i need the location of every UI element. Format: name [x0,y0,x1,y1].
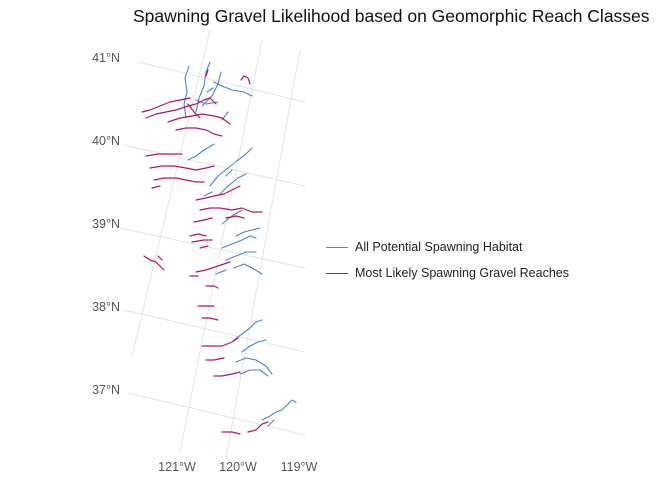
all-habitat-reach [221,209,243,225]
likely-gravel-reach [189,233,207,237]
latitude-label: 37°N [92,383,120,397]
likely-gravel-reach [167,113,231,125]
all-habitat-reach [239,369,269,377]
latitude-label: 41°N [92,51,120,65]
latitude-label: 39°N [92,217,120,231]
likely-gravel-reach [143,255,165,271]
parallel-line [123,309,306,353]
likely-gravel-reach [187,103,201,119]
likely-gravel-reach [195,261,231,273]
legend-key-likely-gravel [326,272,348,274]
all-habitat-reach [261,399,297,421]
all-habitat-reach [235,227,261,237]
graticule [119,29,306,459]
likely-gravel-reach [213,371,241,377]
all-habitat-reach [209,147,253,187]
likely-gravel-reach [240,75,251,85]
all-habitat-reach [235,357,273,375]
all-habitat-reach [203,191,213,197]
likely-gravel-reach [205,357,225,361]
parallel-line [137,61,306,103]
all-habitat-reach [267,419,275,427]
legend-label-all-habitat: All Potential Spawning Habitat [355,240,523,254]
likely-gravel-reach [141,97,191,113]
likely-gravel-reach [201,317,219,321]
meridian-line [131,29,211,357]
latitude-labels: 41°N 40°N 39°N 38°N 37°N [92,51,120,397]
likely-gravel-reach [221,431,241,435]
stream-network [141,61,297,435]
likely-gravel-reach [191,239,213,243]
all-habitat-reach [201,71,222,107]
legend-label-likely-gravel: Most Likely Spawning Gravel Reaches [355,266,569,280]
likely-gravel-reach [205,285,219,289]
all-habitat-reach [219,173,247,195]
likely-gravel-reach [149,165,215,171]
longitude-labels: 121°W 120°W 119°W [158,460,317,474]
likely-gravel-reach [199,245,209,249]
all-habitat-reach [183,65,190,119]
likely-gravel-reach [175,127,223,137]
legend-key-all-habitat [326,246,348,248]
all-habitat-reach [221,235,257,249]
meridian-line [179,39,263,453]
likely-gravel-reach [225,215,245,219]
all-habitat-reach [225,251,257,261]
all-habitat-reach [233,319,263,341]
legend-item-likely-gravel: Most Likely Spawning Gravel Reaches [326,260,569,286]
likely-gravel-reach [145,153,183,157]
legend-item-all-habitat: All Potential Spawning Habitat [326,234,569,260]
longitude-label: 119°W [281,460,318,474]
parallel-line [123,144,306,187]
likely-gravel-reach [193,217,213,223]
map-title: Spawning Gravel Likelihood based on Geom… [133,6,650,26]
likely-gravel-reach [153,177,205,183]
likely-gravel-reach [247,421,269,433]
all-habitat-reach [233,263,263,275]
likely-gravel-reach [199,207,263,213]
all-habitat-reach [215,269,227,275]
likely-gravel-reach [205,69,209,77]
likely-gravel-reach [157,255,163,261]
all-habitat-reach [206,87,214,93]
all-habitat-reach [225,169,233,177]
all-habitat-reach [241,339,267,353]
all-habitat-reach [187,143,215,161]
likely-gravel-reach [151,185,161,189]
parallel-line [127,392,306,436]
latitude-label: 40°N [92,134,120,148]
likely-gravel-reach [201,337,239,347]
longitude-label: 120°W [219,460,257,474]
parallel-line [119,227,306,269]
likely-gravel-reach [145,97,217,119]
all-habitat-reach [213,81,253,97]
meridian-line [225,49,301,459]
longitude-label: 121°W [158,460,196,474]
latitude-label: 38°N [92,300,120,314]
legend: All Potential Spawning Habitat Most Like… [326,234,569,286]
likely-gravel-reach [195,185,241,201]
